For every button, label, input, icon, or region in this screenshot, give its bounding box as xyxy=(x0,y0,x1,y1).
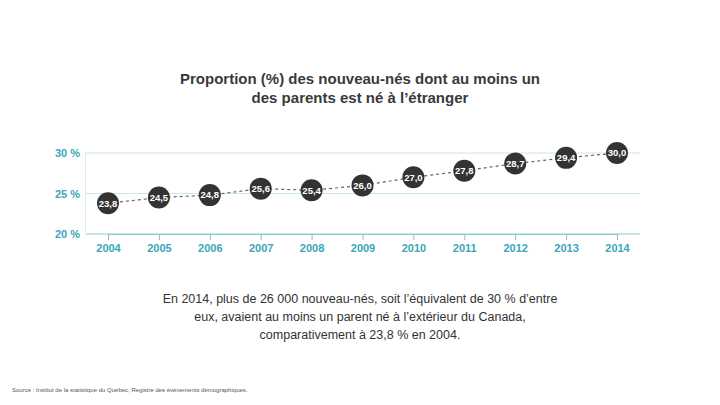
tick-mark xyxy=(515,234,516,240)
tick-mark xyxy=(617,234,618,240)
data-label: 24,5 xyxy=(150,192,169,203)
data-label: 26,0 xyxy=(353,180,372,191)
data-label: 27,8 xyxy=(455,165,474,176)
marker xyxy=(148,187,170,209)
tick-mark xyxy=(464,234,465,240)
tick-label: 2008 xyxy=(300,242,324,254)
tick-mark xyxy=(312,234,313,240)
plot-area xyxy=(97,142,628,214)
tick-label: 2012 xyxy=(503,242,527,254)
grid xyxy=(85,153,640,234)
tick-mark xyxy=(261,234,262,240)
tick-label: 2014 xyxy=(605,242,630,254)
tick: 2005 xyxy=(147,234,171,254)
tick: 20 % xyxy=(55,228,85,240)
tick-label: 2009 xyxy=(351,242,375,254)
marker xyxy=(453,160,475,182)
data-label: 29,4 xyxy=(557,152,576,163)
tick: 2011 xyxy=(453,234,477,254)
marker xyxy=(402,166,424,188)
tick: 30 % xyxy=(55,147,85,159)
data-label: 25,4 xyxy=(302,185,321,196)
tick-label: 25 % xyxy=(55,188,80,200)
tick-mark xyxy=(566,234,567,240)
tick-label: 20 % xyxy=(55,228,80,240)
tick: 2007 xyxy=(249,234,273,254)
tick: 25 % xyxy=(55,188,85,200)
marker xyxy=(504,153,526,175)
tick-mark xyxy=(108,234,109,240)
data-label: 30,0 xyxy=(608,147,627,158)
marker xyxy=(199,184,221,206)
data-labels: 23,8 24,5 24,8 25,6 25,4 26,0 27,0 27,8 28,7 29,4… xyxy=(99,147,627,208)
tick-label: 2010 xyxy=(402,242,426,254)
title-line: Proportion (%) des nouveau-nés dont au m… xyxy=(180,70,540,87)
line xyxy=(108,153,617,203)
marker xyxy=(352,174,374,196)
marker xyxy=(301,179,323,201)
tick-label: 30 % xyxy=(55,147,80,159)
data-label: 24,8 xyxy=(201,189,220,200)
annotation-line: eux, avaient au moins un parent né à l’e… xyxy=(194,310,525,324)
tick-label: 2011 xyxy=(453,242,477,254)
tick-label: 2004 xyxy=(96,242,121,254)
annotation: En 2014, plus de 26 000 nouveau-nés, soi… xyxy=(163,292,558,342)
chart: Proportion (%) des nouveau-nés dont au m… xyxy=(0,0,720,405)
tick-mark xyxy=(413,234,414,240)
tick: 2008 xyxy=(300,234,324,254)
data-label: 27,0 xyxy=(404,172,423,183)
annotation-line: En 2014, plus de 26 000 nouveau-nés, soi… xyxy=(163,292,558,306)
data-label: 28,7 xyxy=(506,158,525,169)
axis-line xyxy=(85,154,86,235)
annotation-line: comparativement à 23,8 % en 2004. xyxy=(260,328,461,342)
source: Source : Institut de la statistique du Q… xyxy=(12,387,248,393)
tick: 2010 xyxy=(402,234,426,254)
tick-mark xyxy=(210,234,211,240)
tick: 2006 xyxy=(198,234,222,254)
data-label: 25,6 xyxy=(251,183,270,194)
tick: 2013 xyxy=(554,234,578,254)
title: Proportion (%) des nouveau-nés dont au m… xyxy=(180,70,540,106)
marker xyxy=(97,192,119,214)
tick-mark xyxy=(363,234,364,240)
tick-label: 2013 xyxy=(554,242,578,254)
marker xyxy=(250,178,272,200)
tick: 2014 xyxy=(605,234,630,254)
tick: 2009 xyxy=(351,234,375,254)
tick-label: 2007 xyxy=(249,242,273,254)
title-line: des parents est né à l’étranger xyxy=(252,89,469,106)
tick: 2004 xyxy=(96,234,121,254)
tick-label: 2006 xyxy=(198,242,222,254)
x-axis: 2004 2005 2006 2007 2008 2009 2010 2011 2012 2013… xyxy=(96,234,630,254)
tick-label: 2005 xyxy=(147,242,171,254)
y-axis: 20 % 25 % 30 % xyxy=(55,147,86,240)
tick-mark xyxy=(159,234,160,240)
marker xyxy=(606,142,628,164)
marker xyxy=(555,147,577,169)
data-label: 23,8 xyxy=(99,198,118,209)
tick: 2012 xyxy=(503,234,527,254)
